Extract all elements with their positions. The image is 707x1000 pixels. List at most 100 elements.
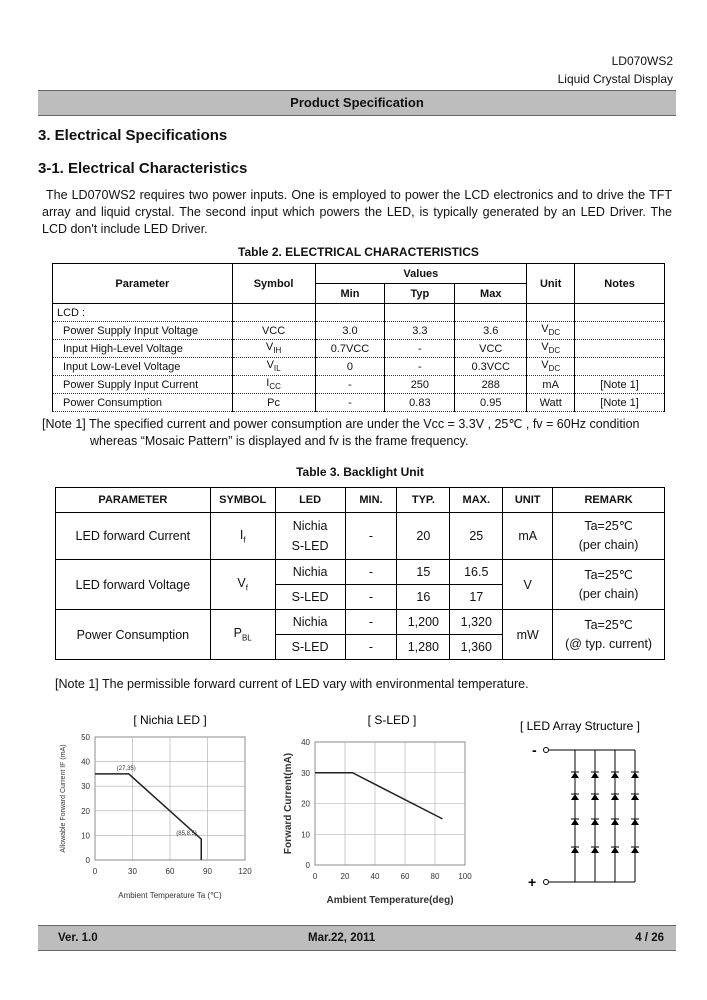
model: LD070WS2 xyxy=(611,54,673,68)
header-cell: LED xyxy=(274,487,346,513)
cell: Power Consumption xyxy=(55,609,211,660)
y-tick-label: 0 xyxy=(306,861,311,870)
header-cell: REMARK xyxy=(552,487,665,513)
cell: - xyxy=(384,357,456,376)
unit: mA xyxy=(542,378,559,391)
cell: 3.3 xyxy=(384,321,456,340)
cell: VIH xyxy=(231,339,316,358)
table: Parameter Symbol Values Unit Notes Min Typ Max… xyxy=(52,263,665,412)
cell xyxy=(574,357,665,376)
annotation: (27,35) xyxy=(117,766,136,772)
terminal-dot xyxy=(543,747,549,753)
y-axis-label: Forward Current(mA) xyxy=(283,753,294,854)
curve xyxy=(315,772,443,820)
y-tick-label: 50 xyxy=(81,733,90,742)
version: Ver. 1.0 xyxy=(58,932,98,944)
unit-sub: DC xyxy=(548,328,561,338)
header-cell: UNIT xyxy=(502,487,554,513)
row: Power Supply Input Current ICC -250 288 mA [N… xyxy=(52,375,665,394)
cell: 16.5 xyxy=(449,559,504,585)
diode xyxy=(611,794,619,800)
cell: ICC xyxy=(231,375,316,394)
cell: 20 xyxy=(396,512,451,560)
product: Liquid Crystal Display xyxy=(557,72,673,86)
cell: 1,320 xyxy=(449,609,504,635)
cell: Nichia xyxy=(274,559,346,585)
notes: [Note 1] xyxy=(600,396,639,409)
banner-bar: Product Specification xyxy=(38,90,676,116)
x-tick-label: 120 xyxy=(238,867,252,876)
x-tick-label: 0 xyxy=(93,867,98,876)
header-cell: TYP. xyxy=(396,487,451,513)
cell: VDC xyxy=(526,321,576,340)
cell: Input Low-Level Voltage xyxy=(52,357,233,376)
cell: S-LED xyxy=(274,634,346,660)
x-tick-label: 0 xyxy=(313,872,318,881)
table-caption: Table 3. Backlight Unit xyxy=(296,465,424,479)
x-axis-label: Ambient Temperature(deg) xyxy=(326,895,453,906)
terminal: - xyxy=(532,742,537,758)
header-cell: Max xyxy=(454,283,528,304)
unit: Watt xyxy=(539,396,562,409)
header-cell: PARAMETER xyxy=(55,487,211,513)
remark: (per chain) xyxy=(578,586,639,601)
cell: Nichia S-LED xyxy=(274,512,346,560)
symbol-sub: CC xyxy=(269,382,281,392)
figure-title: [ LED Array Structure ] xyxy=(520,719,640,733)
row: LED forward Voltage Vf Nichia -15 16.5 V Ta=25… xyxy=(55,559,665,610)
header-cell: Notes xyxy=(574,263,665,304)
x-tick-label: 60 xyxy=(401,872,410,881)
cell: 17 xyxy=(449,584,504,610)
cell: Nichia xyxy=(274,609,346,635)
figure-title: [ Nichia LED ] xyxy=(133,713,206,727)
cell: [Note 1] xyxy=(574,393,665,412)
section-title: 3. Electrical Specifications xyxy=(38,127,228,144)
header-cell: SYMBOL xyxy=(209,487,276,513)
x-tick-label: 20 xyxy=(341,872,350,881)
note: [Note 1] The permissible forward current… xyxy=(55,677,529,691)
x-axis-label: Ambient Temperature Ta (℃) xyxy=(118,891,222,900)
cell: 0.7VCC xyxy=(314,339,386,358)
y-tick-label: 40 xyxy=(301,738,310,747)
unit: V xyxy=(541,359,549,372)
cell: 3.6 xyxy=(454,321,528,340)
remark: (@ typ. current) xyxy=(565,636,653,651)
cell: PBL xyxy=(209,609,276,660)
header-cell: Symbol xyxy=(231,263,316,304)
cell: - xyxy=(344,559,398,585)
cell: 288 xyxy=(454,375,528,394)
cell: 0.95 xyxy=(454,393,528,412)
diode xyxy=(571,847,579,853)
cell: 15 xyxy=(396,559,451,585)
led: S-LED xyxy=(291,539,329,553)
row: Power Consumption PBL Nichia -1,200 1,320 mW T… xyxy=(55,609,665,660)
cell: 25 xyxy=(449,512,504,560)
x-tick-label: 100 xyxy=(458,872,472,881)
symbol: V xyxy=(266,359,274,372)
cell: - xyxy=(314,393,386,412)
header-cell: Min xyxy=(314,283,386,304)
cell: VDC xyxy=(526,339,576,358)
cell: mA xyxy=(502,512,554,560)
cell: Power Supply Input Voltage xyxy=(52,321,233,340)
cell: 0.3VCC xyxy=(454,357,528,376)
cell: S-LED xyxy=(274,584,346,610)
cell: VCC xyxy=(231,321,316,340)
y-tick-label: 20 xyxy=(301,800,310,809)
led: Nichia xyxy=(292,565,328,579)
cell: 1,200 xyxy=(396,609,451,635)
cell: Pc xyxy=(231,393,316,412)
x-tick-label: 30 xyxy=(128,867,137,876)
table-body: LCD : Power Supply Input Voltage VCC 3.0 3.3… xyxy=(52,303,665,412)
banner: Product Specification xyxy=(290,95,424,110)
diode xyxy=(571,772,579,778)
row: Input High-Level Voltage VIH 0.7VCC - VCC VDC xyxy=(52,339,665,358)
diode xyxy=(571,794,579,800)
symbol-sub: f xyxy=(243,535,246,545)
cell: - xyxy=(344,512,398,560)
diode xyxy=(591,847,599,853)
header-cell: Unit xyxy=(526,263,576,304)
page-number: 4 / 26 xyxy=(635,932,664,944)
y-axis-label: Allowable Forward Current IF (mA) xyxy=(60,744,67,852)
section-subtitle: 3-1. Electrical Characteristics xyxy=(38,160,248,177)
